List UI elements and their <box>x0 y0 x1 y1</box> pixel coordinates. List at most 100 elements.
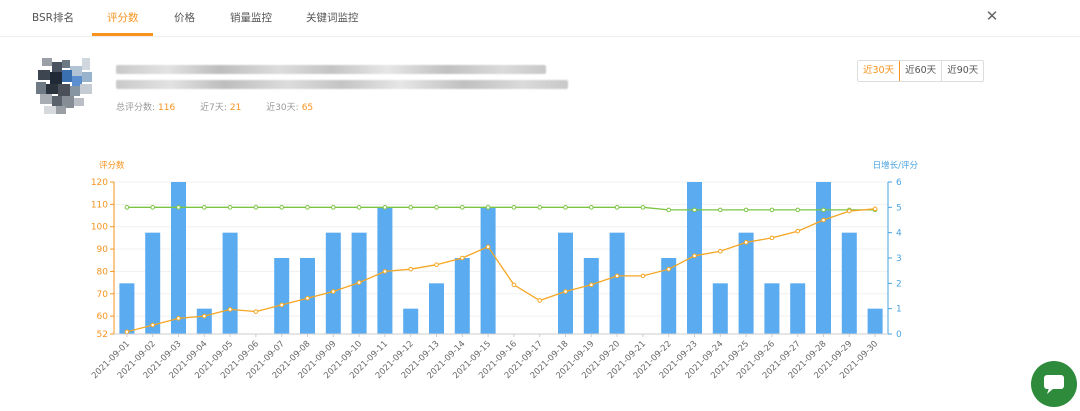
product-title-blurred <box>116 65 546 74</box>
line-series <box>124 205 878 335</box>
green-line-point <box>356 205 362 210</box>
green-line-point <box>589 205 594 210</box>
bar <box>429 283 444 334</box>
range-60-days-button[interactable]: 近60天 <box>900 61 943 81</box>
range-30-days-button[interactable]: 近30天 <box>858 61 901 81</box>
total-rating-label: 总评分数: <box>116 103 156 113</box>
green-line-point <box>640 205 646 210</box>
orange-line-point <box>485 244 491 250</box>
green-line <box>126 206 876 211</box>
tab-sales-monitor[interactable]: 销量监控 <box>230 12 272 24</box>
orange-line-point <box>227 307 233 312</box>
bar <box>609 232 625 334</box>
orange-line-point <box>408 266 414 272</box>
orange-line-point <box>176 316 181 321</box>
green-line-point <box>253 205 259 210</box>
green-line-point <box>614 205 620 210</box>
tab-bsr-rank[interactable]: BSR排名 <box>32 12 74 24</box>
orange-line-point <box>640 273 646 279</box>
orange-line-point <box>305 295 310 301</box>
green-line-point <box>666 207 672 213</box>
orange-line-point <box>202 313 207 319</box>
bar <box>841 232 857 334</box>
orange-line-point <box>150 322 155 328</box>
tab-bar: BSR排名 评分数 价格 销量监控 关键词监控 <box>0 0 1080 37</box>
chat-icon <box>1044 375 1064 394</box>
orange-line-point <box>692 253 697 259</box>
orange-line-point <box>331 289 336 294</box>
right-tick-label: 2 <box>896 279 902 289</box>
bar <box>712 283 728 334</box>
tab-price[interactable]: 价格 <box>174 12 195 24</box>
right-tick-label: 0 <box>896 330 902 340</box>
orange-line-point <box>537 298 543 303</box>
green-line-point <box>692 207 697 213</box>
bar <box>403 308 419 334</box>
orange-line-point <box>124 329 130 335</box>
tab-rating-count[interactable]: 评分数 <box>107 12 139 24</box>
orange-line-point <box>589 282 594 288</box>
orange-line-point <box>872 206 878 212</box>
last7-value: 21 <box>229 103 242 113</box>
green-line-point <box>150 205 155 210</box>
right-tick-label: 5 <box>896 203 902 213</box>
orange-line-point <box>847 208 852 214</box>
left-tick-label: 120 <box>91 178 108 188</box>
green-line-point <box>331 205 336 210</box>
product-subtitle-blurred <box>116 80 568 89</box>
green-line-point <box>408 205 414 210</box>
right-tick-label: 3 <box>896 254 902 264</box>
green-line-point <box>511 205 517 210</box>
green-line-point <box>227 205 233 210</box>
left-tick-label: 100 <box>91 223 108 233</box>
green-line-point <box>537 205 543 210</box>
green-line-point <box>485 205 491 210</box>
left-axis-title: 评分数 <box>99 160 125 171</box>
close-icon[interactable]: ✕ <box>985 7 999 25</box>
bar <box>222 232 238 334</box>
green-line-point <box>460 205 465 210</box>
range-90-days-button[interactable]: 近90天 <box>942 61 984 81</box>
left-tick-label: 70 <box>97 290 109 300</box>
product-image <box>36 56 96 116</box>
last7-label: 近7天: <box>200 103 227 113</box>
bar <box>171 182 186 334</box>
total-rating-value: 116 <box>158 103 176 113</box>
orange-line-point <box>718 248 723 254</box>
left-tick-label: 110 <box>91 200 108 210</box>
bar <box>480 207 496 334</box>
orange-line-point <box>382 269 388 274</box>
right-tick-label: 4 <box>896 229 902 239</box>
orange-line-point <box>795 228 801 234</box>
green-line-point <box>795 207 801 213</box>
bar <box>196 308 212 334</box>
bar <box>764 283 780 334</box>
bar <box>325 232 341 334</box>
green-line-point <box>743 207 749 213</box>
orange-line-point <box>821 217 826 223</box>
orange-line-point <box>253 309 259 314</box>
left-tick-label: 90 <box>97 245 109 255</box>
green-line-point <box>176 205 181 210</box>
left-tick-label: 60 <box>97 312 109 322</box>
left-tick-label: 52 <box>97 330 108 340</box>
orange-line-point <box>563 289 568 294</box>
bar <box>867 308 883 334</box>
tab-keyword-monitor[interactable]: 关键词监控 <box>306 12 359 24</box>
orange-line-point <box>460 255 465 261</box>
rating-stats: 总评分数: 116 近7天: 21 近30天: 65 <box>116 100 335 113</box>
bar <box>119 283 135 334</box>
bar <box>454 258 470 334</box>
chat-button[interactable] <box>1031 361 1077 407</box>
bar <box>558 232 573 334</box>
left-tick-label: 80 <box>97 267 109 277</box>
bar <box>145 232 161 334</box>
orange-line <box>126 208 876 333</box>
range-selector: 近30天 近60天 近90天 <box>857 60 985 82</box>
rating-chart: 120110100908070605265432102021-09-012021… <box>90 160 918 381</box>
orange-line-point <box>356 280 362 285</box>
orange-line-point <box>279 302 285 308</box>
green-line-point <box>305 205 310 210</box>
green-line-point <box>718 207 723 213</box>
right-tick-label: 1 <box>896 305 902 315</box>
